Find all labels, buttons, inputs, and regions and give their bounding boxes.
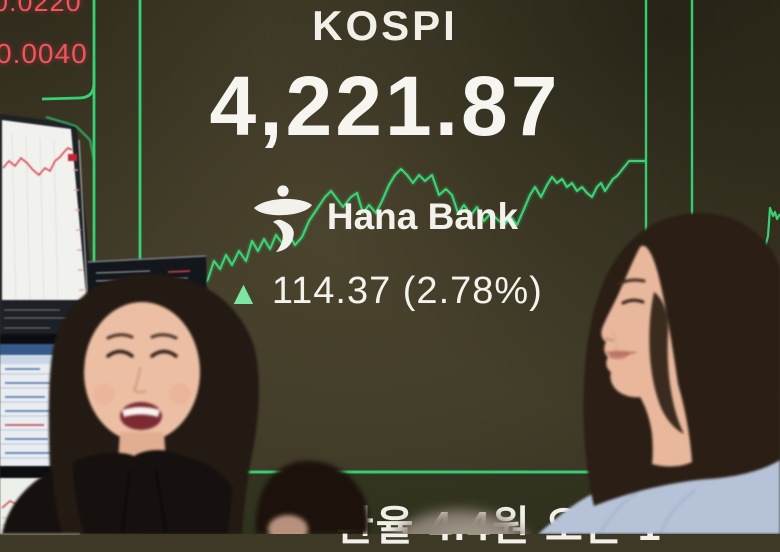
trader-right-nose (605, 337, 614, 342)
panel-border-corner (41, 60, 96, 101)
index-change-row: ▲ 114.37 (2.78%) (150, 267, 620, 315)
trader-left-eyebrow (106, 333, 134, 340)
index-value: 4,221.87 (209, 59, 561, 153)
trader-left (2, 273, 259, 534)
fx-ticker-top: 0.0220 (0, 0, 82, 17)
up-triangle-icon: ▲ (227, 273, 260, 311)
trader-right-eye (621, 298, 645, 305)
hana-bank-logo: Hana Bank (150, 181, 620, 253)
green-bezel-glint (45, 116, 95, 161)
trader-right-eyebrow (617, 278, 646, 286)
hana-bank-logo-text: Hana Bank (326, 196, 519, 237)
hana-bank-logo-icon (253, 185, 312, 252)
desk-monitor-chart (0, 114, 96, 322)
trader-right (538, 212, 780, 534)
foreground-people (2, 212, 780, 534)
trader-left-eye (150, 349, 178, 358)
trader-right-hair-strand (649, 292, 684, 434)
trader-left-eyebrow (150, 333, 178, 340)
trader-left-eye (106, 349, 134, 358)
blurred-head (395, 510, 525, 534)
intraday-chart-line (201, 159, 646, 289)
index-change: 114.37 (2.78%) (271, 269, 543, 312)
index-name: KOSPI (312, 2, 458, 49)
trader-left-nose (132, 367, 147, 394)
bystander-head (255, 460, 369, 534)
board-center-block: KOSPI 4,221.87 Hana Bank ▲ 114.37 (2.78%… (150, 0, 620, 315)
chart-price-marker (68, 154, 77, 161)
trader-right-lips (608, 350, 632, 360)
fx-ticker-bottom: 0.0040 (0, 38, 88, 69)
